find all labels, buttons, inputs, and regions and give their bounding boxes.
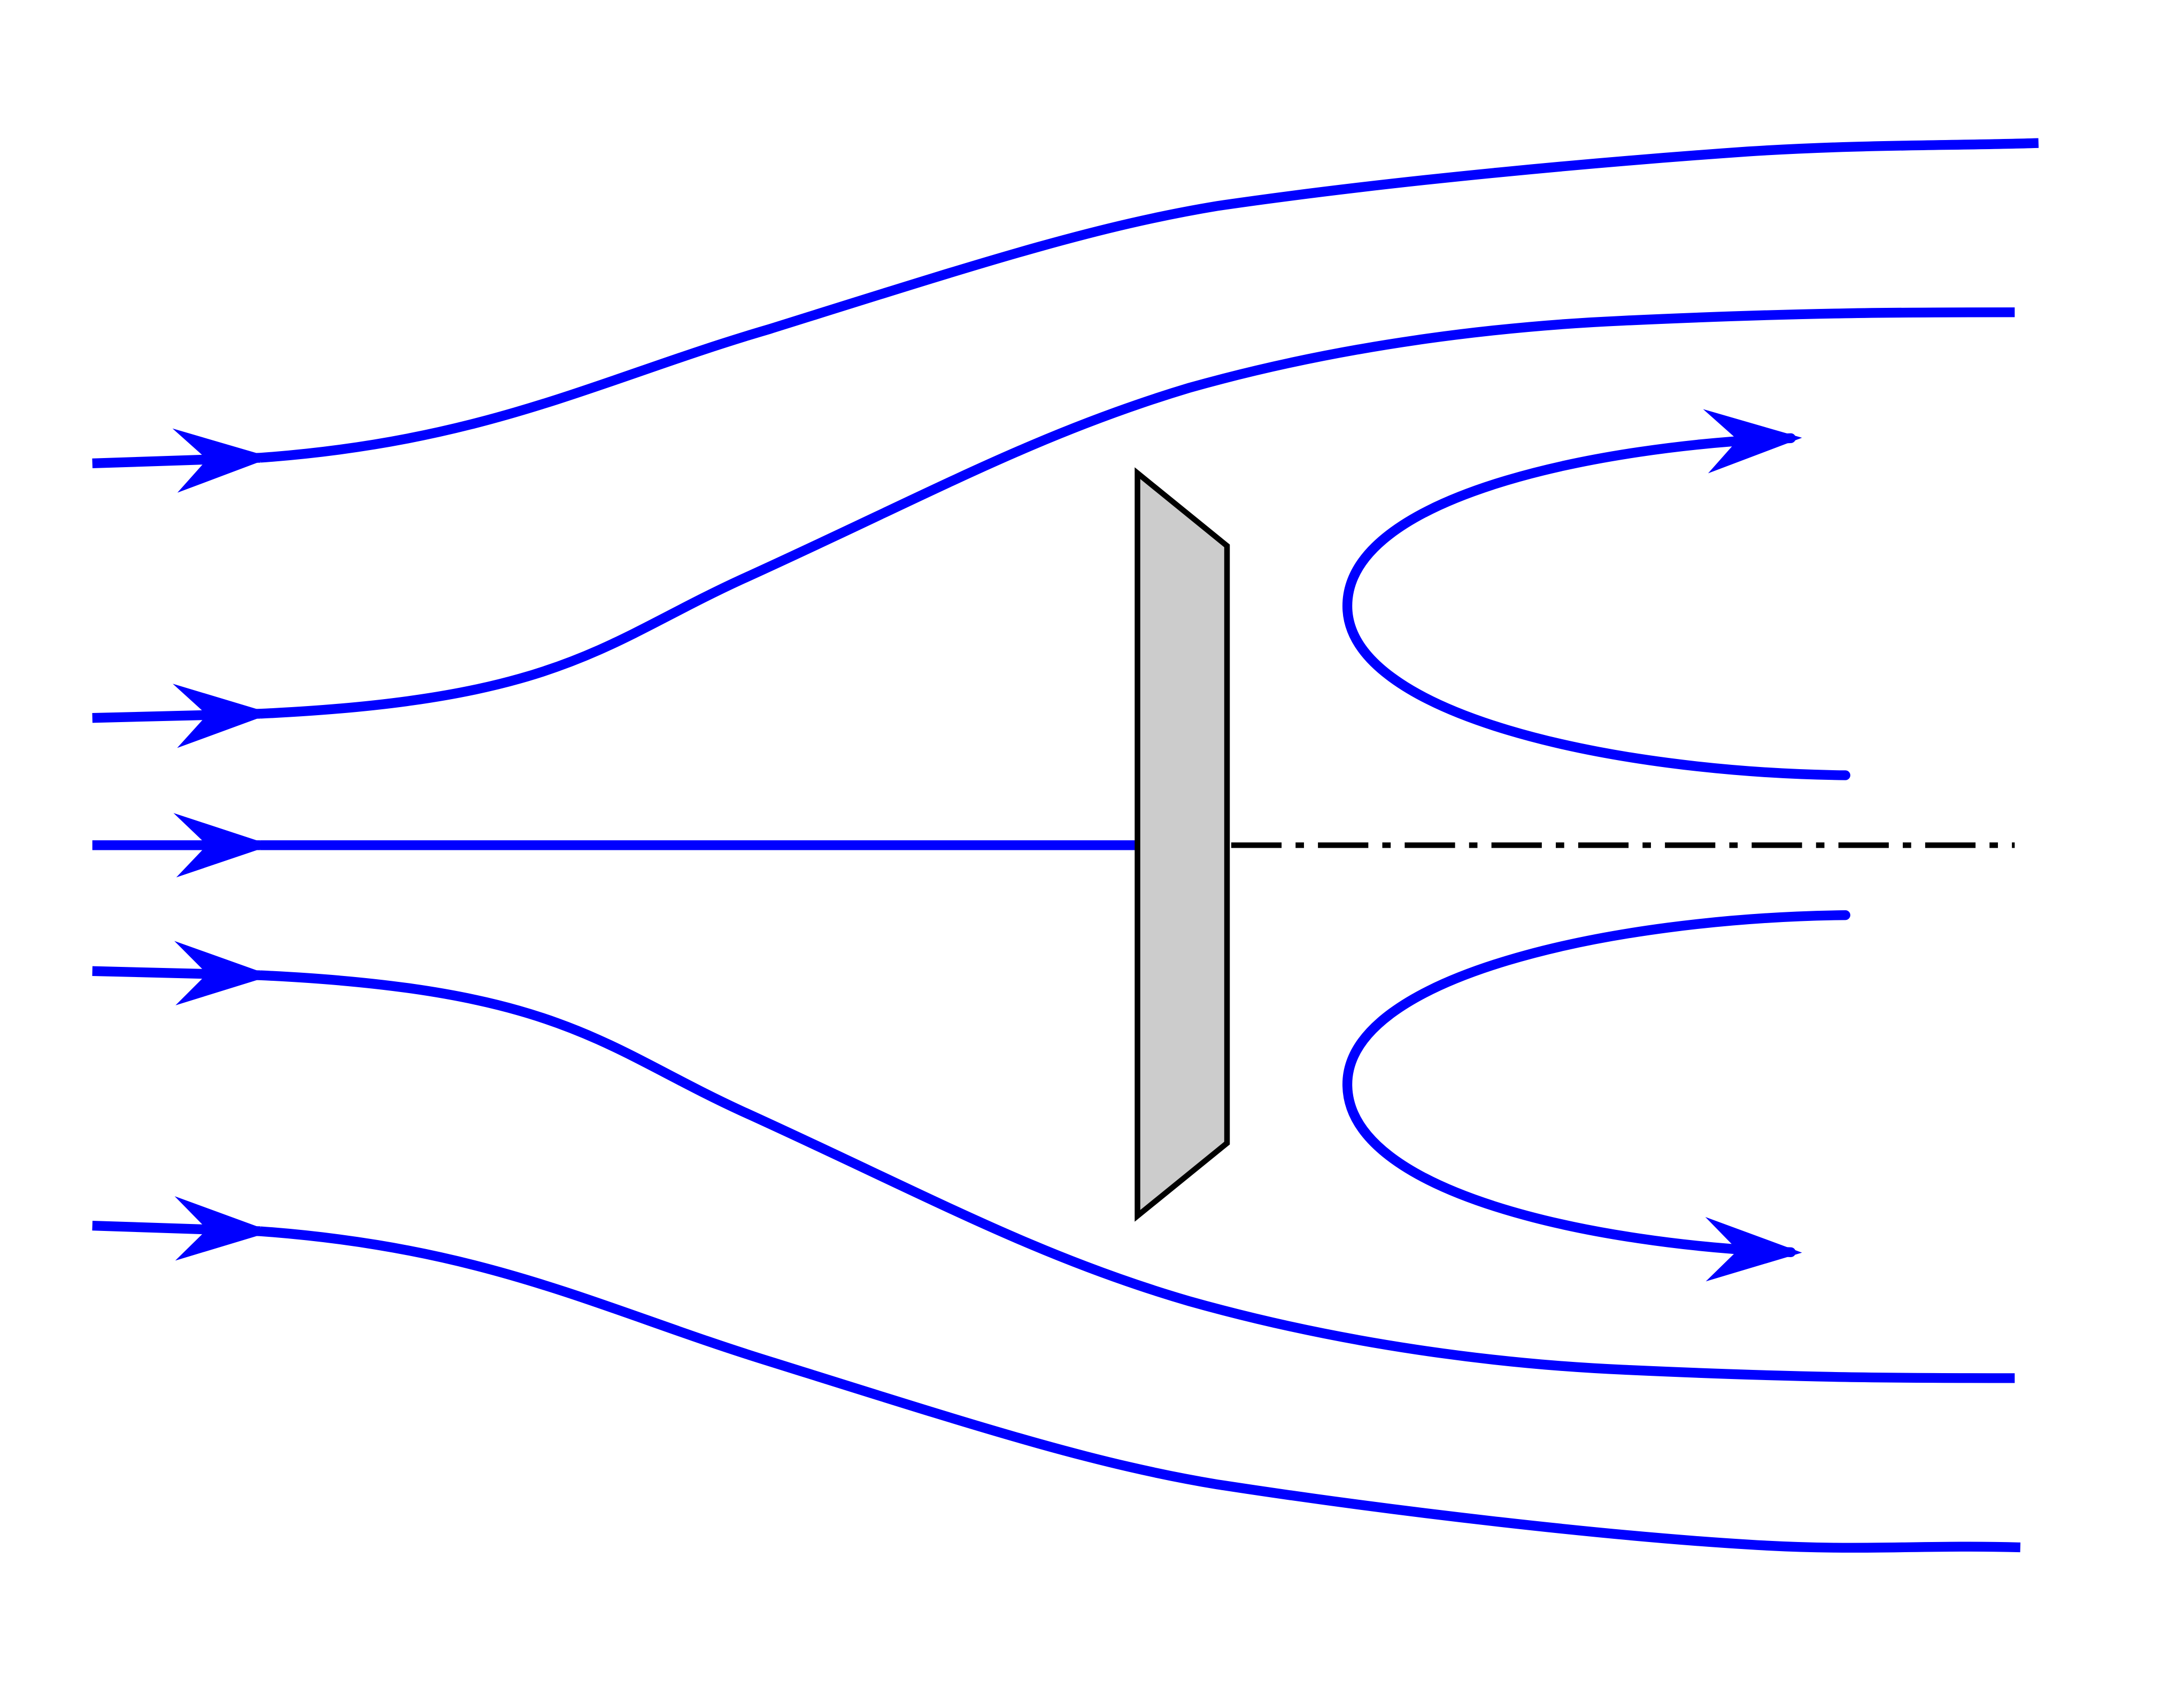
streamline-inner-top-inlet [92, 684, 272, 748]
streamline-inner-top [260, 307, 2015, 719]
streamline-outer-bottom-inlet [92, 1196, 272, 1261]
inclined-plate [1135, 467, 1230, 1222]
streamlines [92, 138, 2039, 1553]
streamline-outer-top [260, 138, 2039, 463]
wake-vortex-lower [1342, 910, 1850, 1282]
streamline-outer-top-inlet [92, 428, 272, 493]
wake-vortices [1342, 409, 1850, 1282]
wake-vortex-upper [1342, 409, 1850, 780]
streamline-outer-bottom [260, 1226, 2021, 1553]
streamline-inner-bottom [260, 970, 2015, 1383]
streamline-inner-bottom-inlet [92, 941, 272, 1005]
